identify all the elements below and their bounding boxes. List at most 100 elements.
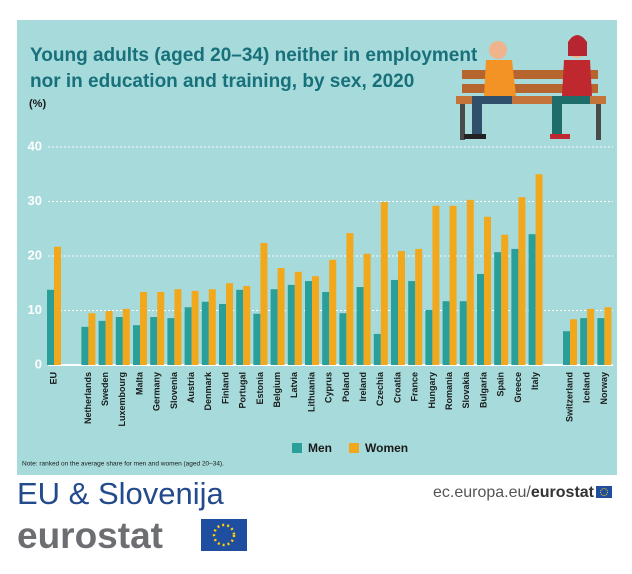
x-tick-label: Austria	[186, 371, 196, 403]
bar	[477, 273, 484, 365]
legend-label: Men	[308, 441, 332, 455]
x-tick-label: Denmark	[203, 371, 213, 411]
bar	[459, 301, 467, 365]
bar	[391, 279, 398, 365]
bar	[312, 276, 319, 365]
bar	[322, 291, 330, 365]
bar	[398, 251, 405, 365]
x-tick-label: Spain	[496, 372, 506, 397]
x-tick-label: Slovenia	[169, 371, 179, 409]
bar	[287, 284, 295, 365]
x-tick-label: Slovakia	[461, 371, 471, 409]
url-bold: eurostat	[531, 484, 595, 501]
bar	[167, 318, 175, 365]
bar	[408, 281, 416, 365]
x-tick-label: Malta	[134, 371, 144, 395]
bar	[133, 325, 140, 365]
x-tick-label: Sweden	[100, 372, 110, 406]
bar	[236, 289, 244, 365]
bar	[511, 248, 519, 365]
x-tick-label: Belgium	[272, 372, 282, 408]
bar	[373, 333, 381, 365]
legend-label: Women	[365, 441, 408, 455]
bar	[346, 233, 354, 365]
legend-swatch	[349, 443, 359, 453]
bar	[425, 309, 433, 365]
bench-illustration	[456, 35, 606, 140]
bar	[140, 291, 147, 365]
bar	[305, 281, 312, 365]
y-tick-label: 20	[28, 247, 42, 262]
bar	[356, 287, 364, 365]
eu-flag	[201, 519, 247, 551]
bar	[260, 242, 268, 365]
x-tick-label: Norway	[599, 372, 609, 405]
x-tick-label: Croatia	[392, 371, 402, 403]
bar	[484, 216, 491, 365]
bar	[294, 271, 302, 365]
heading: EU & Slovenija	[17, 476, 225, 511]
legend-swatch	[292, 443, 302, 453]
bar	[277, 267, 285, 365]
bar	[98, 320, 106, 365]
bar	[150, 317, 158, 365]
bar	[184, 307, 192, 365]
x-tick-label: Bulgaria	[478, 371, 488, 408]
x-tick-label: Finland	[220, 372, 230, 404]
x-tick-label: Poland	[341, 372, 351, 402]
note: Note: ranked on the average share for me…	[22, 461, 224, 468]
bar	[157, 291, 165, 365]
bar	[219, 303, 226, 365]
bar	[201, 301, 209, 365]
eu-flag-small	[596, 486, 612, 498]
x-tick-label: Latvia	[289, 371, 299, 398]
logo-text: eurostat	[17, 515, 163, 556]
bar	[88, 313, 96, 365]
bar	[570, 319, 577, 365]
bar	[449, 205, 457, 365]
bar	[174, 289, 182, 365]
bar	[54, 246, 61, 365]
bar	[518, 197, 526, 365]
bar	[339, 313, 347, 365]
chart-title: nor in education and training, by sex, 2…	[30, 71, 414, 92]
x-tick-label: Switzerland	[564, 372, 574, 422]
chart-title: Young adults (aged 20–34) neither in emp…	[30, 45, 478, 66]
x-tick-label: Germany	[152, 372, 162, 411]
x-tick-label: Portugal	[238, 372, 248, 409]
x-tick-label: Greece	[513, 372, 523, 403]
bar	[597, 318, 605, 365]
bar	[253, 313, 261, 365]
y-tick-label: 10	[28, 302, 42, 317]
bar	[432, 205, 440, 365]
bar	[208, 289, 216, 365]
bar	[563, 331, 570, 365]
x-tick-label: Czechia	[375, 371, 385, 406]
bar	[191, 290, 199, 365]
y-axis-title: (%)	[29, 98, 46, 110]
bar	[494, 252, 502, 365]
x-tick-label: EU	[48, 372, 58, 385]
bar	[47, 289, 54, 365]
bar	[363, 253, 371, 365]
bar	[270, 289, 278, 365]
bar	[226, 283, 233, 365]
bar	[466, 199, 474, 365]
bar	[442, 301, 450, 365]
url-prefix: ec.europa.eu/	[433, 484, 531, 501]
bar	[122, 308, 130, 365]
bar	[243, 285, 251, 365]
y-tick-label: 30	[28, 193, 42, 208]
bar	[528, 234, 536, 365]
bar	[535, 174, 543, 365]
x-tick-label: Iceland	[582, 372, 592, 403]
bar	[105, 311, 113, 365]
bar	[604, 307, 612, 365]
bar	[415, 248, 423, 365]
bar	[81, 326, 89, 365]
bar	[380, 202, 388, 365]
bar	[580, 318, 588, 365]
x-tick-label: Romania	[444, 371, 454, 410]
